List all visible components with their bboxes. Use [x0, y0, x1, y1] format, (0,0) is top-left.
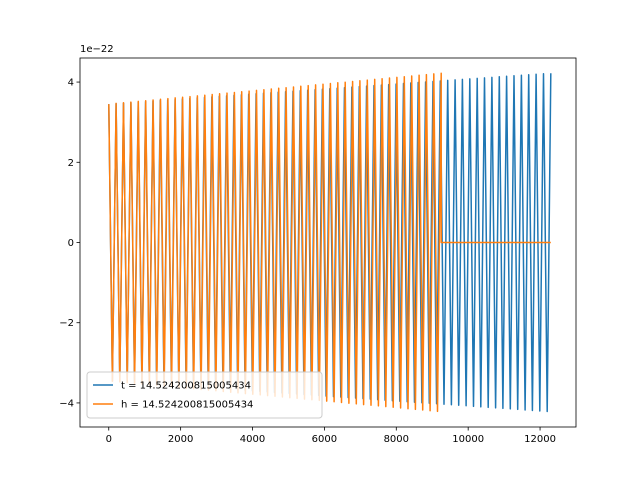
- legend-label-2: h = 14.524200815005434: [121, 400, 253, 411]
- axis-ticks: 0 2000 4000 6000 8000 10000 12000 −4 −2 0 2 4: [59, 78, 556, 445]
- y-tick-label: −4: [59, 398, 74, 409]
- y-tick-label: 4: [68, 78, 74, 89]
- series-line-2: [108, 72, 551, 413]
- x-tick-label: 4000: [240, 434, 265, 445]
- x-tick-label: 0: [106, 434, 112, 445]
- y-tick-label: 0: [68, 238, 74, 249]
- y-offset-label: 1e−22: [80, 44, 114, 55]
- y-tick-label: 2: [68, 158, 74, 169]
- legend: t = 14.524200815005434 h = 14.52420081500…: [86, 371, 323, 419]
- x-tick-label: 10000: [452, 434, 484, 445]
- x-tick-label: 2000: [168, 434, 193, 445]
- plot-area: [108, 72, 552, 413]
- y-tick-label: −2: [59, 318, 74, 329]
- x-tick-label: 6000: [312, 434, 337, 445]
- x-tick-label: 8000: [384, 434, 409, 445]
- legend-box: [86, 371, 323, 419]
- x-tick-label: 12000: [524, 434, 556, 445]
- legend-label-1: t = 14.524200815005434: [121, 381, 251, 392]
